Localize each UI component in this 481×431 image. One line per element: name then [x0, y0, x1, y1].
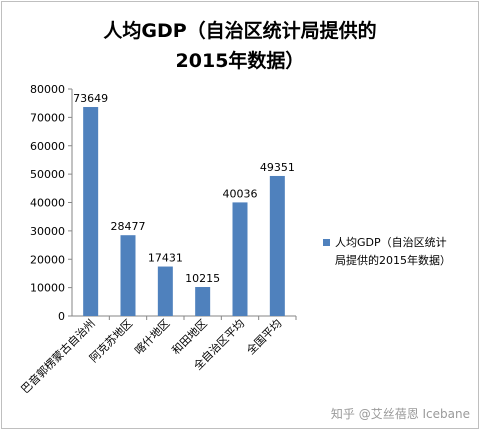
legend-label-line-1: 人均GDP（自治区统计: [335, 235, 447, 249]
legend-swatch: [323, 239, 330, 246]
data-label: 73649: [73, 92, 108, 105]
y-tick-label: 80000: [30, 83, 65, 96]
legend: 人均GDP（自治区统计 局提供的2015年数据）: [323, 235, 451, 267]
y-tick-label: 0: [58, 310, 65, 323]
bar: [195, 287, 211, 316]
bar: [83, 107, 99, 316]
y-tick-label: 20000: [30, 253, 65, 266]
data-label: 17431: [148, 252, 183, 265]
x-category-label: 巴音郭楞蒙古自治州: [18, 316, 98, 396]
bar: [269, 175, 285, 316]
y-tick-label: 50000: [30, 168, 65, 181]
bar: [157, 266, 173, 316]
chart-title-line-2: 2015年数据）: [176, 49, 305, 72]
bar: [232, 202, 248, 316]
y-tick-label: 10000: [30, 282, 65, 295]
watermark: 知乎 @艾丝蓓恩 Icebane: [331, 407, 470, 421]
plot-area: 0 10000 20000 30000 40000 50000 60000 70000 8000…: [18, 83, 297, 396]
chart-title-line-1: 人均GDP（自治区统计局提供的: [103, 19, 376, 42]
data-label: 28477: [111, 220, 146, 233]
y-tick-label: 40000: [30, 197, 65, 210]
x-category-label: 全国平均: [243, 316, 284, 357]
data-label: 10215: [185, 272, 220, 285]
y-tick-label: 60000: [30, 140, 65, 153]
data-label: 40036: [223, 187, 258, 200]
legend-label-line-2: 局提供的2015年数据）: [335, 253, 451, 267]
bar: [120, 235, 136, 316]
data-label: 49351: [260, 161, 295, 174]
x-category-label: 喀什地区: [132, 317, 172, 357]
y-tick-label: 70000: [30, 111, 65, 124]
y-tick-label: 30000: [30, 225, 65, 238]
